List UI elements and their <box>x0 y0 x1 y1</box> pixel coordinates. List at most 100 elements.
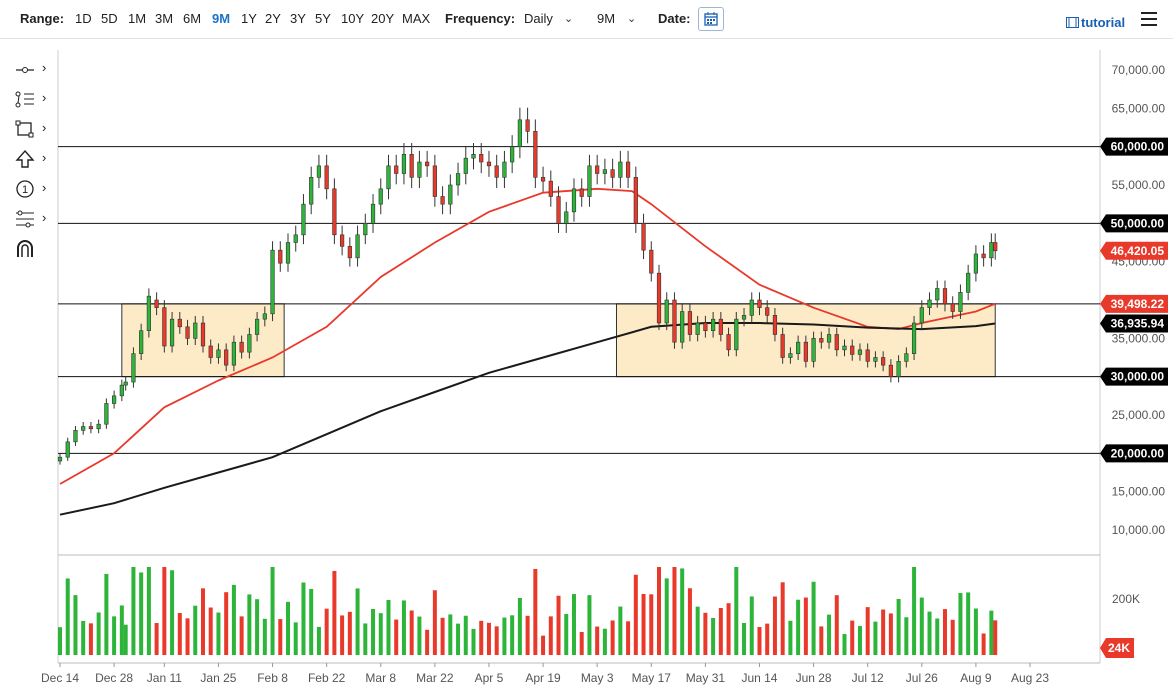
x-tick-label: Jan 11 <box>147 671 182 685</box>
volume-bar <box>286 601 291 655</box>
candle-body <box>989 242 994 259</box>
x-tick-label: Jan 25 <box>200 671 236 685</box>
candle-body <box>749 299 754 316</box>
volume-bar <box>200 588 205 655</box>
chevron-right-icon[interactable]: › <box>42 60 47 75</box>
range-button-5d[interactable]: 5D <box>101 11 118 26</box>
candle-body <box>401 154 407 174</box>
candle-body <box>463 157 468 174</box>
candle-body <box>579 188 584 197</box>
volume-last-badge <box>1100 638 1134 658</box>
chevron-right-icon[interactable]: › <box>42 180 47 195</box>
candle-body <box>904 353 909 362</box>
volume-bar <box>734 567 739 655</box>
candle-body <box>146 295 151 331</box>
candle-body <box>610 169 615 178</box>
candle-body <box>857 349 863 355</box>
crosshair-tool[interactable]: › <box>14 58 54 80</box>
candle-body <box>104 403 109 425</box>
candle-body <box>88 426 94 430</box>
calendar-button[interactable] <box>698 7 724 31</box>
candle-body <box>417 161 422 178</box>
candle-body <box>494 165 499 178</box>
volume-bar <box>146 567 151 655</box>
tutorial-link[interactable]: tutorial <box>1066 15 1125 30</box>
range-button-9m[interactable]: 9M <box>212 11 231 26</box>
chevron-down-icon[interactable]: ⌄ <box>564 13 574 25</box>
trendline-tool[interactable]: › <box>14 88 54 110</box>
candle-body <box>200 322 206 347</box>
volume-bar <box>440 617 445 655</box>
candle-body <box>448 184 453 205</box>
fibonacci-tool[interactable]: › <box>14 208 54 230</box>
hamburger-menu-icon[interactable] <box>1141 12 1157 26</box>
candle-body <box>455 173 461 186</box>
candle-body <box>224 349 229 366</box>
candle-body <box>347 246 352 259</box>
candle-body <box>927 299 932 308</box>
chevron-right-icon[interactable]: › <box>42 120 47 135</box>
shape-tool[interactable]: › <box>14 118 54 140</box>
candle-body <box>231 341 237 366</box>
frequency-select[interactable]: Daily <box>524 11 553 26</box>
range-button-6m[interactable]: 6M <box>183 11 202 26</box>
volume-bar <box>131 567 136 655</box>
date-label: Date: <box>658 11 691 26</box>
range-label: Range: <box>20 11 65 26</box>
volume-bar <box>873 621 878 655</box>
candle-body <box>293 234 298 243</box>
chevron-right-icon[interactable]: › <box>42 210 47 225</box>
candle-body <box>772 315 778 335</box>
price-label-badge <box>1100 444 1168 463</box>
candle-body <box>193 322 198 339</box>
candle-body <box>65 441 70 458</box>
range-button-10y[interactable]: 10Y <box>341 11 365 26</box>
range-button-3m[interactable]: 3M <box>155 11 174 26</box>
volume-bar <box>579 631 584 655</box>
volume-bar <box>548 616 553 655</box>
annotation-tool[interactable]: 1 › <box>14 178 54 200</box>
volume-bar <box>96 612 101 655</box>
volume-bar <box>850 620 855 655</box>
range-button-max[interactable]: MAX <box>402 11 431 26</box>
volume-bar <box>371 609 376 655</box>
chevron-right-icon[interactable]: › <box>42 150 47 165</box>
range-button-5y[interactable]: 5Y <box>315 11 331 26</box>
chevron-down-icon[interactable]: ⌄ <box>627 13 637 25</box>
range-button-2y[interactable]: 2Y <box>265 11 281 26</box>
svg-text:1: 1 <box>22 184 28 196</box>
volume-bar <box>881 609 886 655</box>
range-button-1d[interactable]: 1D <box>75 11 92 26</box>
volume-bar <box>633 574 638 655</box>
volume-bar <box>193 605 198 655</box>
volume-bar <box>641 594 646 655</box>
period-select[interactable]: 9M <box>597 11 616 26</box>
volume-bar <box>332 570 337 655</box>
chevron-right-icon[interactable]: › <box>42 90 47 105</box>
trendline-tool-icon <box>15 91 34 108</box>
volume-bar <box>765 623 770 655</box>
volume-bar <box>749 596 754 655</box>
arrow-tool[interactable]: › <box>14 148 54 170</box>
volume-bar <box>718 608 723 655</box>
candle-body <box>425 161 430 167</box>
candle-body <box>278 249 283 264</box>
range-button-20y[interactable]: 20Y <box>371 11 395 26</box>
volume-axis-label: 200K <box>1112 592 1140 606</box>
volume-bar <box>432 590 437 655</box>
price-label-badge <box>1100 294 1168 313</box>
candle-body <box>309 177 314 205</box>
magnet-tool[interactable] <box>14 238 54 260</box>
volume-bar <box>919 597 924 655</box>
candle-body <box>247 334 252 353</box>
volume-bar <box>711 618 716 655</box>
volume-bar <box>564 614 569 655</box>
candle-body <box>169 318 175 347</box>
range-button-1y[interactable]: 1Y <box>241 11 257 26</box>
volume-bar <box>417 616 422 655</box>
range-button-3y[interactable]: 3Y <box>290 11 306 26</box>
candle-body <box>826 334 832 343</box>
range-button-1m[interactable]: 1M <box>128 11 147 26</box>
candle-body <box>595 165 600 174</box>
